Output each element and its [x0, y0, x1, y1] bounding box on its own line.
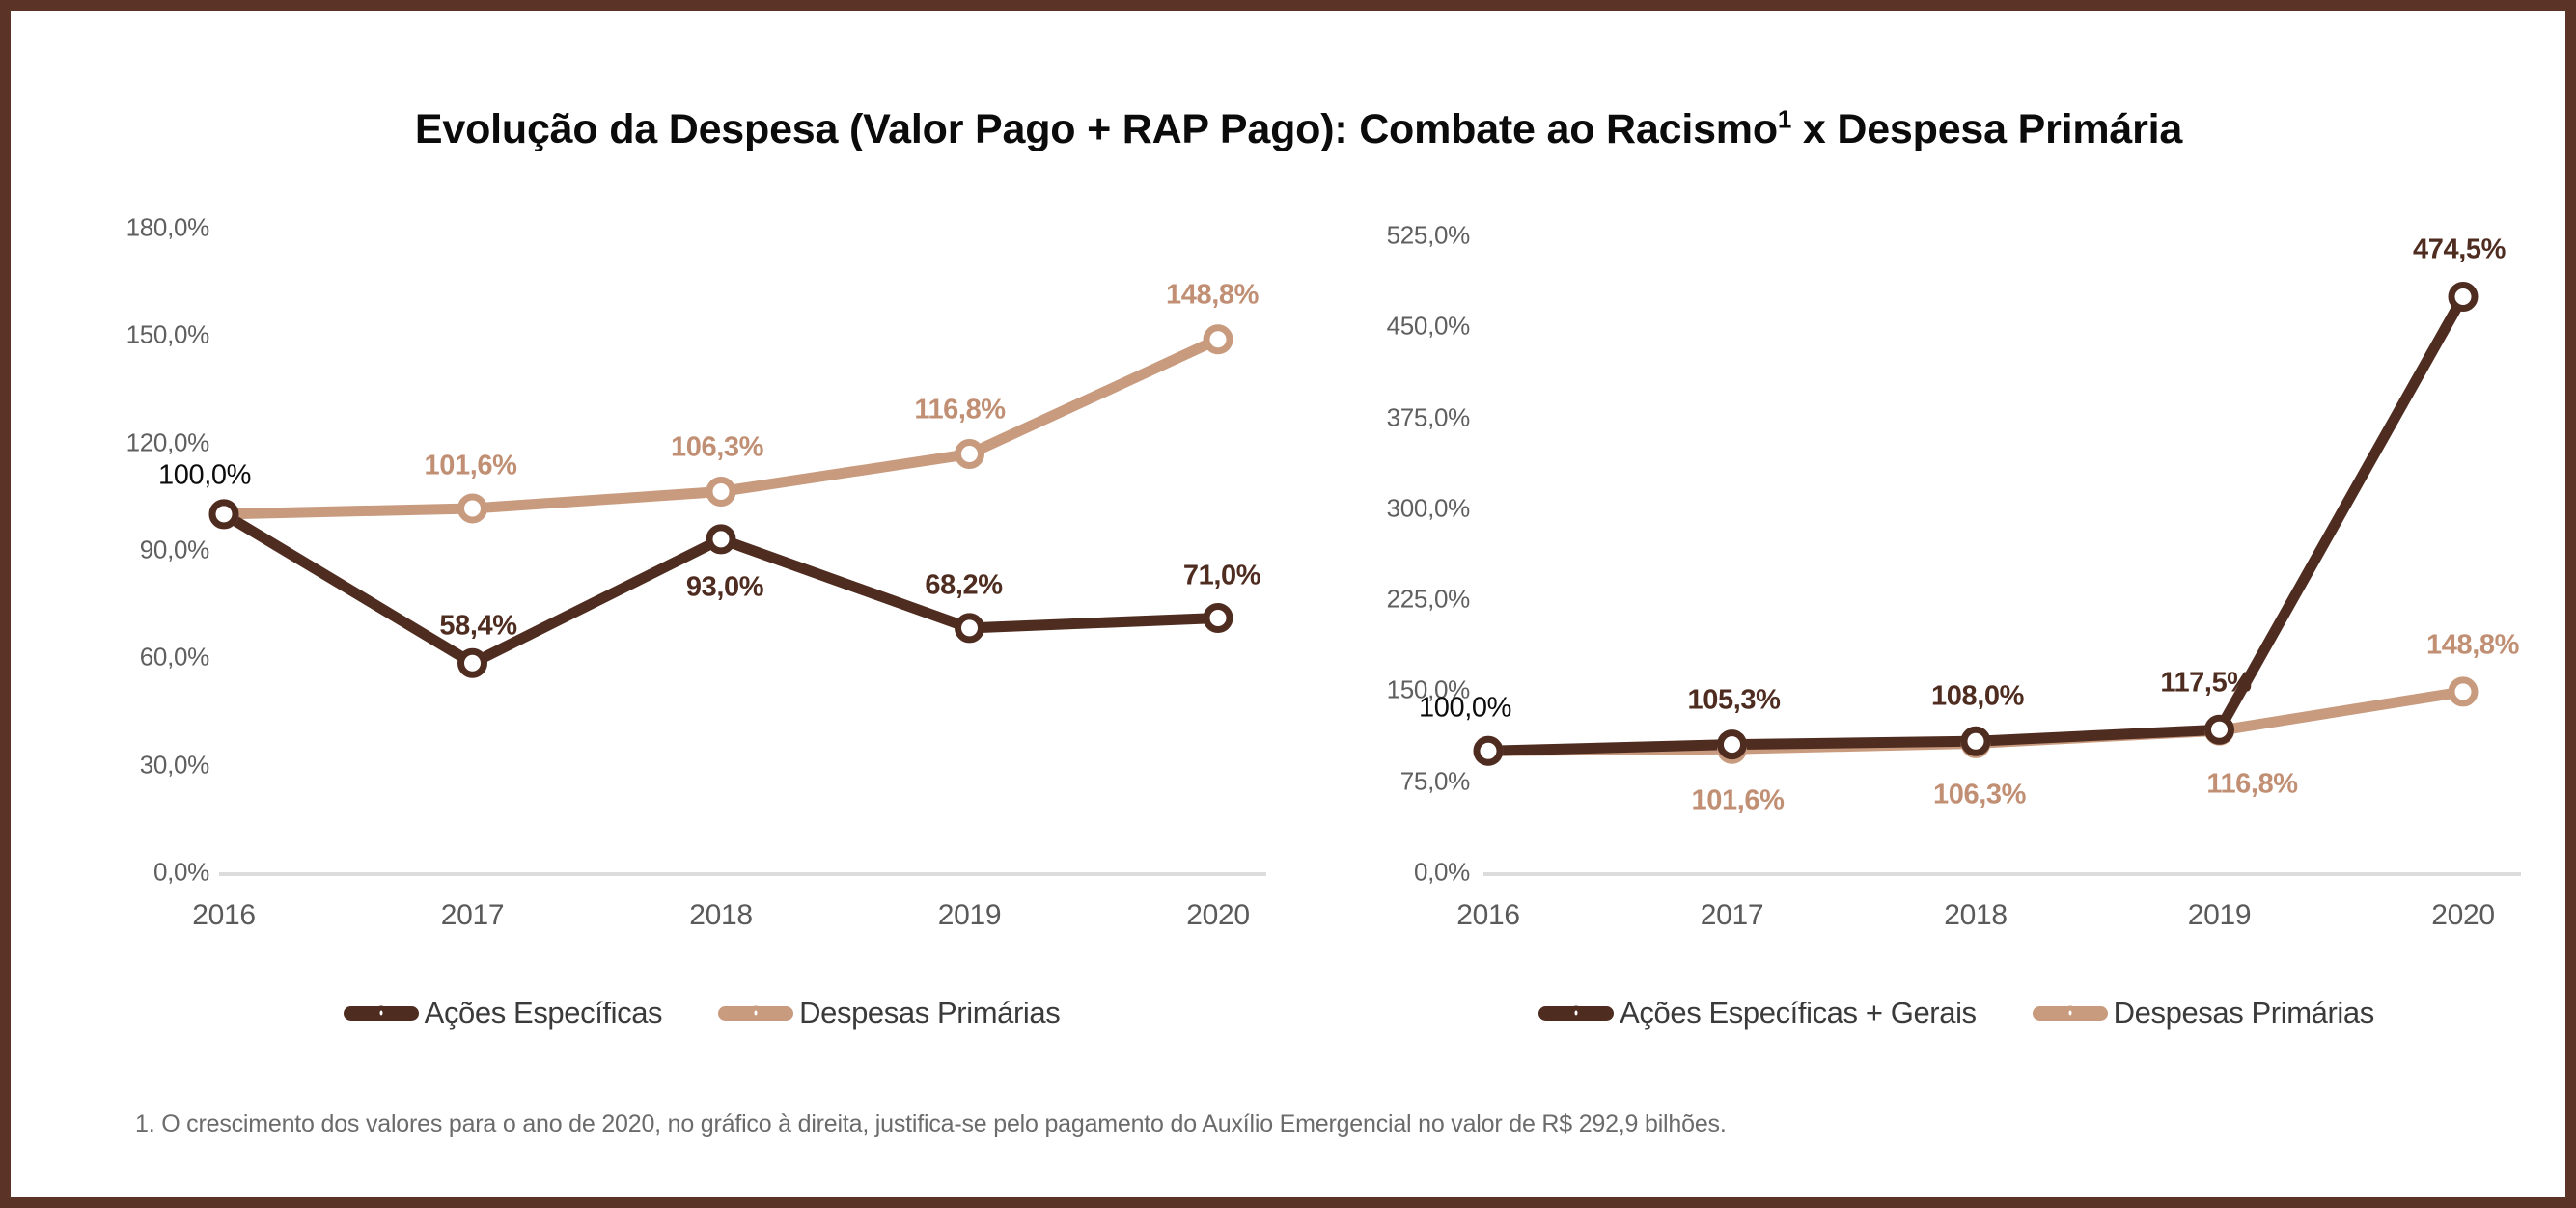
- y-axis-tick-label: 225,0%: [1386, 584, 1471, 614]
- y-axis-tick-label: 120,0%: [125, 427, 210, 457]
- legend-item[interactable]: Ações Específicas: [343, 996, 663, 1030]
- y-axis-tick-label: 300,0%: [1386, 493, 1471, 523]
- y-axis-tick-label: 90,0%: [139, 535, 210, 564]
- x-axis-line-right: [1483, 872, 2521, 876]
- legend-swatch-icon: [343, 1005, 419, 1021]
- data-label: 474,5%: [2413, 233, 2506, 265]
- data-label: 101,6%: [424, 450, 517, 481]
- data-label: 71,0%: [1182, 560, 1261, 590]
- y-axis-tick-label: 150,0%: [125, 319, 210, 349]
- data-label: 116,8%: [914, 394, 1006, 426]
- y-axis-tick-label: 75,0%: [1399, 766, 1471, 796]
- data-label: 93,0%: [685, 571, 764, 603]
- x-axis-tick-label: 2020: [2431, 899, 2495, 931]
- legend-item[interactable]: Despesas Primárias: [2032, 996, 2375, 1030]
- page-title-main: Evolução da Despesa (Valor Pago + RAP Pa…: [414, 106, 1778, 152]
- data-label: 101,6%: [1691, 784, 1785, 816]
- y-axis-tick-label: 0,0%: [1413, 857, 1470, 887]
- x-axis-tick-label: 2019: [2187, 899, 2252, 931]
- y-axis-tick-label: 30,0%: [139, 750, 210, 780]
- data-label: 105,3%: [1687, 684, 1781, 716]
- x-axis-tick-label: 2018: [1944, 899, 2008, 931]
- data-label: 58,4%: [439, 610, 517, 642]
- page-title-superscript: 1: [1777, 104, 1792, 134]
- data-point-marker: [1717, 729, 1747, 760]
- x-axis-tick-label: 2019: [937, 899, 1002, 931]
- x-axis-tick-label: 2018: [689, 899, 753, 931]
- legend-label: Ações Específicas + Gerais: [1620, 996, 1977, 1030]
- y-axis-labels-right: 0,0% 75,0% 150,0% 225,0% 300,0% 375,0% 450,0% 5…: [1349, 220, 1471, 919]
- legend-label: Despesas Primárias: [2113, 996, 2375, 1030]
- data-label: 106,3%: [1933, 779, 2026, 810]
- legend-label: Ações Específicas: [424, 996, 663, 1030]
- data-label: 106,3%: [671, 431, 763, 462]
- x-axis-labels-left: 2016 2017 2018 2019 2020: [79, 899, 1324, 944]
- x-axis-tick-label: 2016: [1456, 899, 1520, 931]
- x-axis-tick-label: 2017: [440, 899, 505, 931]
- x-axis-tick-label: 2017: [1700, 899, 1764, 931]
- y-axis-tick-label: 60,0%: [139, 642, 210, 672]
- data-point-marker: [208, 499, 239, 530]
- data-label: 100,0%: [158, 459, 251, 491]
- data-point-marker: [2448, 281, 2479, 312]
- data-label: 108,0%: [1931, 680, 2024, 712]
- chart-panel-left: 0,0% 30,0% 60,0% 90,0% 120,0% 150,0% 180,0% 10…: [79, 213, 1324, 1121]
- data-point-marker: [1203, 603, 1233, 634]
- plot-area-left: 100,0% 58,4% 93,0% 68,2% 71,0% 101,6% 106,3% 11…: [79, 224, 1324, 919]
- data-point-marker: [955, 613, 984, 644]
- x-axis-tick-label: 2016: [192, 899, 256, 931]
- x-axis-line-left: [219, 872, 1266, 876]
- data-label: 117,5%: [2160, 667, 2252, 699]
- line-chart-right: [1473, 281, 2479, 766]
- chart-panel-right: 0,0% 75,0% 150,0% 225,0% 300,0% 375,0% 450,0% 5…: [1343, 220, 2569, 1121]
- data-label: 148,8%: [1166, 279, 1259, 311]
- page-title: Evolução da Despesa (Valor Pago + RAP Pa…: [21, 106, 2576, 153]
- line-chart-left: [208, 324, 1233, 678]
- legend-swatch-icon: [2032, 1005, 2108, 1021]
- data-point-marker: [1473, 735, 1504, 766]
- data-point-marker: [457, 647, 487, 678]
- data-label: 116,8%: [2206, 768, 2298, 800]
- data-point-marker: [955, 439, 984, 470]
- chart-canvas: Evolução da Despesa (Valor Pago + RAP Pa…: [21, 21, 2576, 1208]
- footnote: 1. O crescimento dos valores para o ano …: [135, 1111, 1727, 1138]
- y-axis-labels-left: 0,0% 30,0% 60,0% 90,0% 120,0% 150,0% 180,0%: [89, 213, 210, 919]
- page-title-suffix: x Despesa Primária: [1791, 106, 2183, 152]
- y-axis-tick-label: 180,0%: [125, 212, 210, 242]
- data-point-marker: [457, 493, 487, 524]
- data-label: 68,2%: [925, 569, 1003, 601]
- data-point-marker: [1203, 324, 1233, 355]
- plot-area-right: 100,0% 105,3% 108,0% 117,5% 474,5% 101,6% 106,…: [1343, 224, 2569, 919]
- x-axis-tick-label: 2020: [1186, 899, 1250, 931]
- data-label: 100,0%: [1419, 692, 1511, 724]
- data-label: 148,8%: [2426, 629, 2519, 661]
- legend-swatch-icon: [718, 1005, 794, 1021]
- y-axis-tick-label: 375,0%: [1386, 402, 1471, 432]
- x-axis-labels-right: 2016 2017 2018 2019 2020: [1343, 899, 2569, 944]
- y-axis-tick-label: 150,0%: [1386, 674, 1471, 704]
- y-axis-tick-label: 450,0%: [1386, 311, 1471, 341]
- y-axis-tick-label: 525,0%: [1386, 220, 1471, 250]
- data-point-marker: [706, 477, 736, 508]
- legend-swatch-icon: [1538, 1005, 1615, 1021]
- legend-item[interactable]: Despesas Primárias: [718, 996, 1061, 1030]
- data-point-marker: [706, 524, 736, 555]
- legend-left: Ações Específicas Despesas Primárias: [79, 996, 1324, 1030]
- legend-label: Despesas Primárias: [799, 996, 1061, 1030]
- legend-right: Ações Específicas + Gerais Despesas Primá…: [1343, 996, 2569, 1030]
- data-point-marker: [2204, 714, 2234, 745]
- data-point-marker: [1960, 726, 1991, 756]
- legend-item[interactable]: Ações Específicas + Gerais: [1538, 996, 1977, 1030]
- y-axis-tick-label: 0,0%: [152, 857, 209, 887]
- data-point-marker: [2448, 676, 2479, 707]
